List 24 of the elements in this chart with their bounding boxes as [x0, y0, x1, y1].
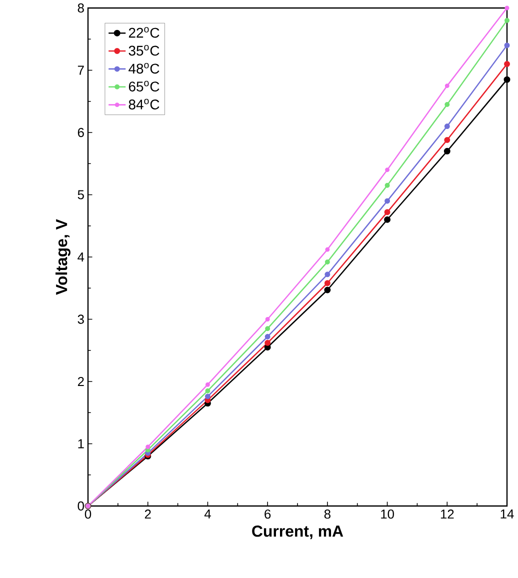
x-tick-label: 12 [440, 510, 454, 519]
x-tick-label: 4 [204, 510, 211, 518]
y-tick-label: 1 [78, 439, 84, 448]
x-tick-label: 8 [324, 510, 330, 519]
y-tick-label: 0 [78, 501, 84, 511]
legend-label: 48$^{o}$C [128, 62, 160, 74]
y-tick-label: 6 [78, 128, 84, 138]
x-tick-label: 6 [264, 510, 271, 519]
y-tick-label: 3 [78, 314, 84, 324]
x-tick-label: 14 [500, 510, 514, 518]
legend-label: 65$^{o}$C [128, 80, 160, 92]
y-tick-label: 7 [78, 66, 84, 75]
x-axis-title: Current, mA [252, 526, 344, 540]
y-tick-label: 4 [78, 252, 84, 262]
y-tick-label: 2 [78, 376, 84, 386]
y-axis-title: Voltage, V [56, 219, 70, 295]
x-tick-label: 0 [84, 510, 92, 519]
legend-label: 84$^{o}$C [128, 98, 160, 110]
legend-label: 35$^{o}$C [128, 45, 160, 56]
y-tick-label: 5 [78, 190, 84, 200]
x-tick-label: 2 [144, 510, 151, 519]
y-tick-label: 8 [78, 3, 84, 13]
x-tick-label: 10 [381, 510, 394, 519]
legend-label: 22$^{o}$C [128, 27, 160, 38]
